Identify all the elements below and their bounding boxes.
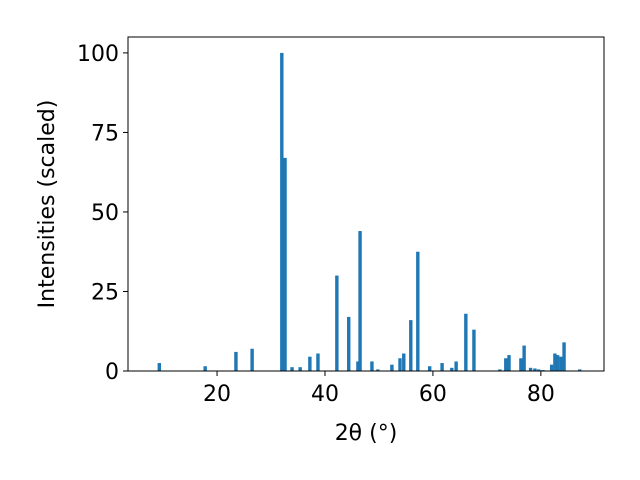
bar: [347, 316, 351, 371]
bar: [440, 363, 444, 371]
bar: [549, 364, 554, 371]
bar: [522, 345, 526, 371]
bar: [308, 356, 312, 371]
x-tick-label: 60: [419, 382, 447, 407]
bar: [298, 367, 302, 371]
x-tick-label: 40: [311, 382, 339, 407]
y-tick-label: 0: [105, 360, 119, 385]
x-tick-label: 80: [527, 382, 555, 407]
bar: [203, 366, 207, 371]
bar: [519, 358, 523, 371]
bar: [555, 355, 560, 371]
bar: [562, 342, 566, 371]
bar: [464, 313, 468, 371]
bar: [335, 275, 339, 371]
bar: [398, 358, 402, 371]
bar: [504, 358, 508, 371]
y-axis-label: Intensities (scaled): [35, 100, 60, 309]
bar: [358, 231, 362, 371]
y-tick-label: 100: [77, 42, 119, 67]
bar: [280, 52, 284, 372]
bar: [283, 157, 287, 371]
bar: [157, 363, 162, 371]
y-tick-label: 50: [91, 201, 119, 226]
bar: [356, 361, 360, 371]
bar: [376, 369, 380, 371]
bar: [536, 369, 541, 371]
bar: [416, 251, 420, 371]
y-tick-label: 75: [91, 121, 119, 146]
bar: [559, 356, 563, 371]
bar: [578, 369, 582, 371]
bar: [370, 361, 374, 371]
bar: [409, 320, 413, 371]
bar: [427, 366, 432, 371]
y-tick-label: 25: [91, 280, 119, 305]
bar: [402, 353, 406, 371]
plot-area: [157, 52, 582, 372]
bar: [390, 364, 394, 371]
x-axis-label: 2θ (°): [335, 421, 398, 446]
axes-frame: [127, 36, 605, 372]
bar: [533, 368, 537, 371]
bar: [290, 367, 294, 371]
bar: [250, 348, 254, 371]
bar: [316, 353, 320, 371]
x-tick-label: 20: [203, 382, 231, 407]
bar: [450, 367, 454, 371]
bar: [553, 353, 557, 371]
bar: [472, 329, 476, 371]
bar: [498, 369, 502, 371]
bar: [454, 361, 458, 371]
bar: [528, 367, 533, 371]
bar: [234, 351, 238, 371]
bar: [507, 355, 511, 371]
